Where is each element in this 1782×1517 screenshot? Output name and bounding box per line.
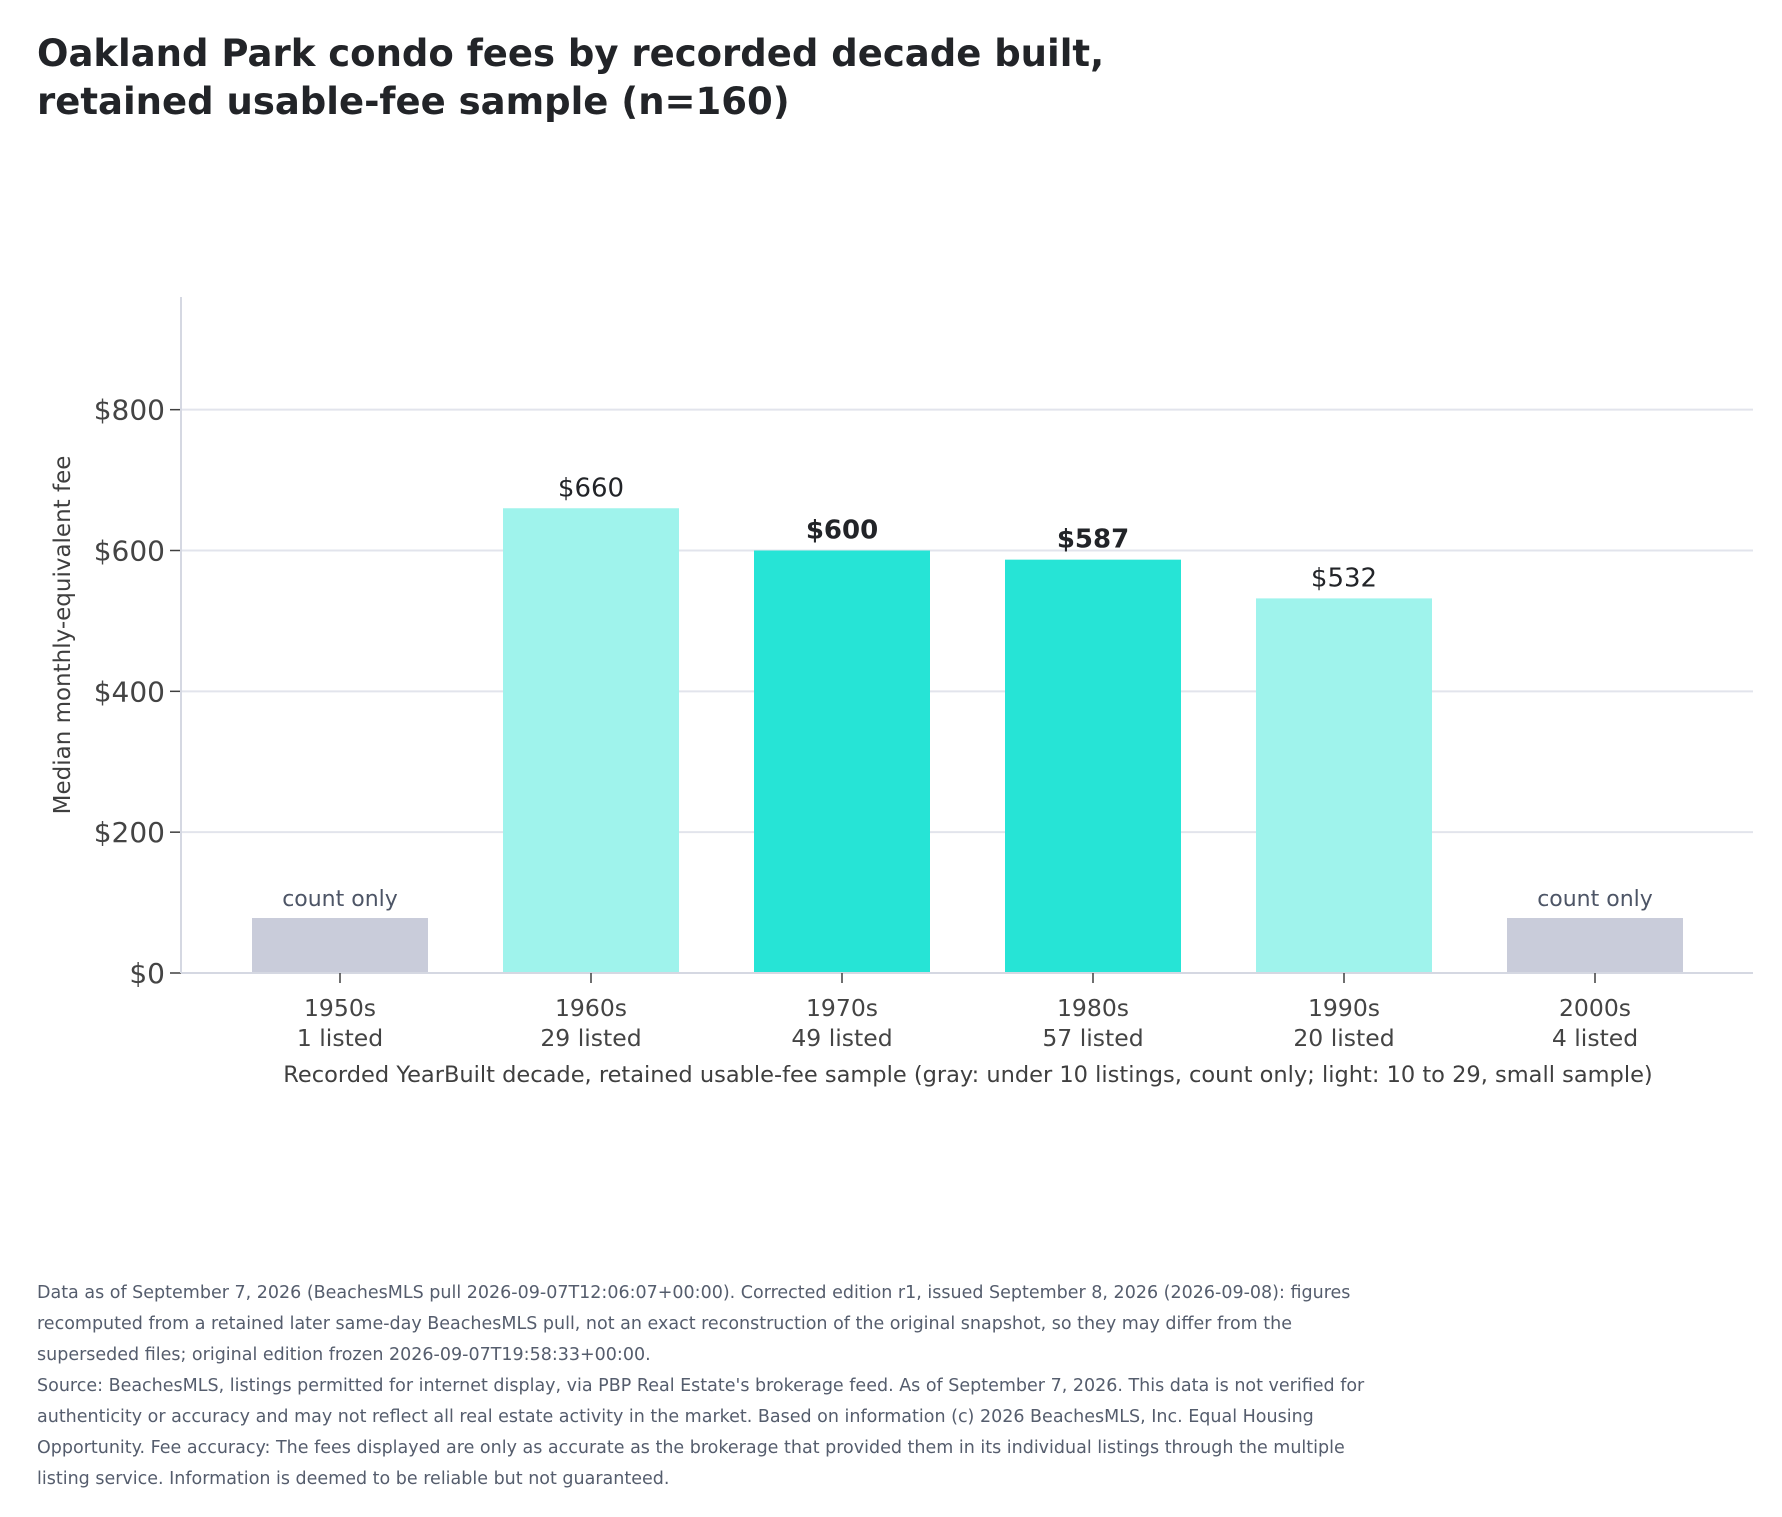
x-tick-label: 2000s [1559, 994, 1631, 1022]
data-label: count only [282, 887, 398, 912]
y-tick-label: $400 [94, 675, 165, 708]
x-tick-count: 4 listed [1552, 1024, 1638, 1052]
bar-1960s [503, 508, 679, 973]
x-axis-title: Recorded YearBuilt decade, retained usab… [283, 1062, 1652, 1088]
x-tick-label: 1980s [1057, 994, 1129, 1022]
chart-title: Oakland Park condo fees by recorded deca… [37, 32, 1105, 123]
x-tick-count: 1 listed [297, 1024, 383, 1052]
x-tick-label: 1990s [1308, 994, 1380, 1022]
data-label: $660 [558, 473, 624, 503]
data-label: $600 [806, 516, 878, 546]
data-label: $532 [1311, 563, 1377, 593]
gridlines [181, 408, 1753, 834]
y-tick-label: $200 [94, 816, 165, 849]
bar-1970s [754, 550, 930, 973]
bar-1990s [1256, 598, 1432, 973]
x-tick-label: 1950s [304, 994, 376, 1022]
footnotes: Data as of September 7, 2026 (BeachesMLS… [37, 1278, 1397, 1495]
edition-note: Data as of September 7, 2026 (BeachesMLS… [37, 1283, 1351, 1365]
bar-2000s [1507, 918, 1683, 973]
y-axis-title: Median monthly-equivalent fee [50, 456, 76, 815]
data-label: count only [1537, 887, 1653, 912]
data-labels: count only $660 $600 $587 $532 count only [282, 473, 1653, 912]
x-tick-count: 20 listed [1293, 1024, 1394, 1052]
y-tick-label: $600 [94, 535, 165, 568]
x-tick-count: 57 listed [1042, 1024, 1143, 1052]
data-label: $587 [1057, 525, 1129, 555]
x-tick-count: 29 listed [540, 1024, 641, 1052]
source-note: Source: BeachesMLS, listings permitted f… [37, 1376, 1365, 1489]
bar-1950s [252, 918, 428, 973]
x-tick-label: 1960s [555, 994, 627, 1022]
y-tick-label: $0 [129, 957, 165, 990]
x-tick-label: 1970s [806, 994, 878, 1022]
bars [252, 508, 1683, 973]
bar-1980s [1005, 559, 1181, 973]
x-tick-count: 49 listed [791, 1024, 892, 1052]
y-tick-label: $800 [94, 394, 165, 427]
